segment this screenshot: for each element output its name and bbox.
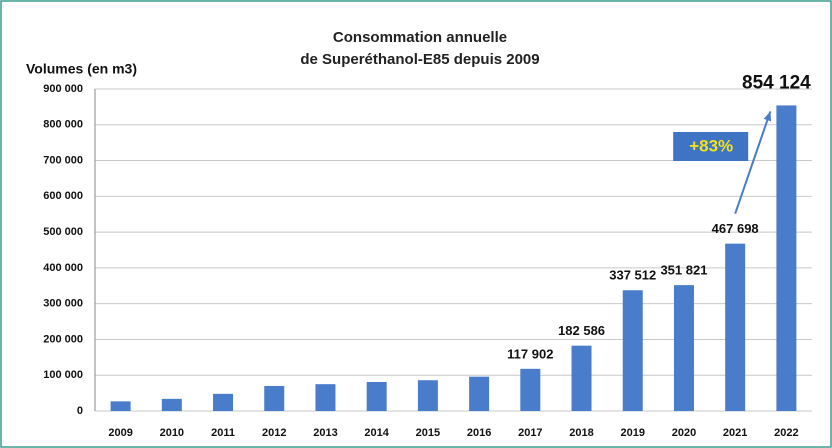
data-label: 182 586 [558, 323, 605, 338]
bar [776, 105, 797, 411]
data-label: 337 512 [609, 268, 656, 283]
x-tick-label: 2011 [211, 427, 235, 439]
bar [417, 380, 438, 411]
x-tick-label: 2019 [621, 427, 645, 439]
bar [469, 376, 490, 411]
y-tick-label: 900 000 [43, 83, 83, 95]
y-tick-label: 700 000 [43, 154, 83, 166]
y-tick-label: 600 000 [43, 190, 83, 202]
annotation-box [673, 132, 749, 161]
x-tick-label: 2014 [364, 427, 389, 439]
y-tick-label: 800 000 [43, 119, 83, 131]
data-label: 854 124 [742, 72, 811, 93]
data-label: 117 902 [507, 346, 553, 361]
annotation: +83% [689, 136, 733, 155]
data-label: 351 821 [660, 263, 707, 278]
y-tick-label: 200 000 [43, 333, 83, 345]
bar [213, 393, 234, 411]
y-tick-label: 300 000 [43, 298, 83, 310]
bar [366, 382, 387, 411]
y-tick-label: 400 000 [43, 262, 83, 274]
x-tick-label: 2015 [416, 427, 440, 439]
bar [520, 368, 541, 411]
chart-title: Consommation annuelle [333, 29, 507, 46]
bar [315, 384, 336, 411]
x-tick-label: 2017 [518, 427, 542, 439]
y-axis-label: Volumes (en m3) [26, 61, 137, 77]
bar [571, 345, 592, 411]
y-tick-label: 500 000 [43, 226, 83, 238]
x-tick-label: 2016 [467, 427, 491, 439]
bar [264, 385, 285, 411]
x-tick-label: 2013 [313, 427, 337, 439]
x-tick-label: 2020 [672, 427, 696, 439]
bar [673, 285, 694, 411]
annotation-arrow [734, 111, 772, 214]
y-tick-label: 0 [77, 405, 83, 417]
x-tick-label: 2010 [160, 427, 184, 439]
arrow-head [763, 111, 772, 122]
bar [725, 243, 746, 411]
y-tick-label: 100 000 [43, 369, 83, 381]
bar [622, 290, 643, 411]
data-label: 467 698 [712, 221, 759, 236]
x-tick-label: 2021 [723, 427, 747, 439]
x-tick-label: 2012 [262, 427, 286, 439]
bar [161, 398, 182, 411]
x-tick-label: 2009 [108, 427, 132, 439]
x-tick-label: 2018 [569, 427, 593, 439]
x-tick-label: 2022 [774, 427, 798, 439]
chart-title: de Superéthanol-E85 depuis 2009 [300, 51, 539, 68]
bar [110, 401, 131, 411]
